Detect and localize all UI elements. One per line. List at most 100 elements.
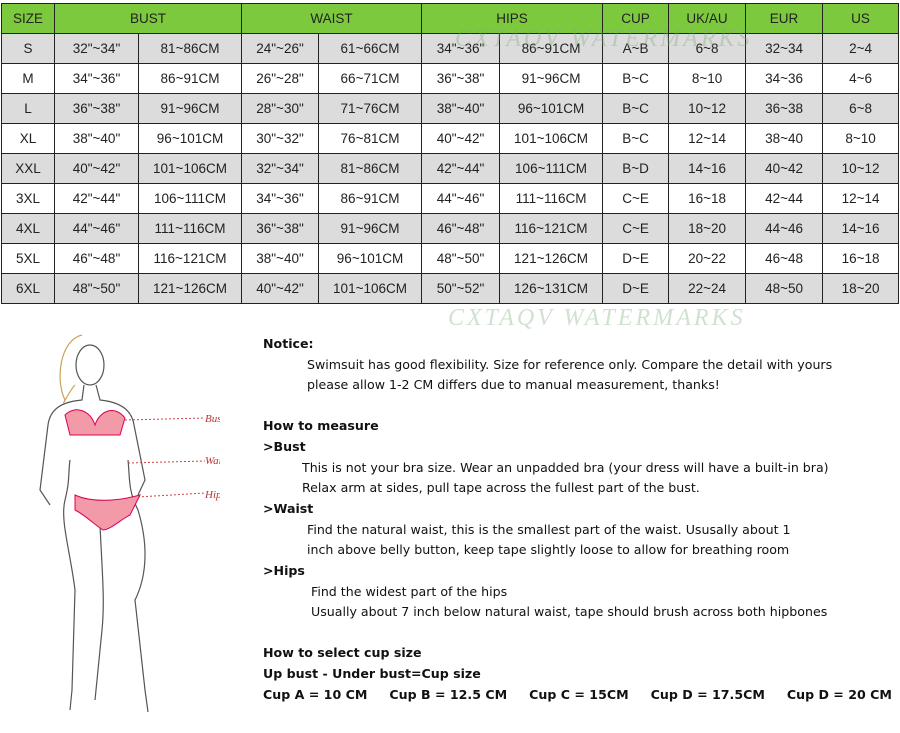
table-cell: 91~96CM bbox=[318, 213, 423, 244]
table-cell: 10~12 bbox=[822, 153, 900, 184]
table-cell: 44"~46" bbox=[421, 183, 501, 214]
table-cell: 38~40 bbox=[745, 123, 824, 154]
table-cell: 12~14 bbox=[668, 123, 747, 154]
table-cell: 44~46 bbox=[745, 213, 824, 244]
size-cell: 4XL bbox=[1, 213, 55, 244]
cup-item: Cup D = 20 CM bbox=[786, 686, 892, 702]
table-cell: 91~96CM bbox=[499, 63, 604, 94]
table-cell: 38"~40" bbox=[421, 93, 501, 124]
table-cell: 71~76CM bbox=[318, 93, 423, 124]
header-bust: BUST bbox=[53, 3, 243, 34]
table-cell: 26"~28" bbox=[241, 63, 320, 94]
hip-label: Hip bbox=[204, 489, 220, 501]
table-cell: 66~71CM bbox=[318, 63, 423, 94]
table-cell: 46"~48" bbox=[54, 243, 139, 274]
measurement-notes: Notice: Swimsuit has good flexibility. S… bbox=[263, 334, 892, 705]
table-cell: 101~106CM bbox=[137, 153, 243, 184]
table-cell: 116~121CM bbox=[499, 213, 604, 244]
table-cell: 18~20 bbox=[668, 213, 747, 244]
table-cell: 14~16 bbox=[668, 153, 747, 184]
table-cell: 14~16 bbox=[822, 213, 900, 244]
table-cell: 42~44 bbox=[745, 183, 824, 214]
cup-item: Cup C = 15CM bbox=[529, 686, 629, 702]
table-cell: 81~86CM bbox=[318, 153, 423, 184]
table-cell: 36~38 bbox=[745, 93, 824, 124]
bust-label: Bust bbox=[205, 413, 220, 425]
table-cell: D~E bbox=[602, 243, 670, 274]
table-cell: 22~24 bbox=[668, 273, 747, 304]
table-cell: 32"~34" bbox=[54, 33, 139, 64]
header-cup: CUP bbox=[602, 3, 670, 34]
table-cell: 6~8 bbox=[668, 33, 747, 64]
table-cell: B~D bbox=[602, 153, 670, 184]
table-cell: 30"~32" bbox=[241, 123, 320, 154]
table-cell: 96~101CM bbox=[318, 243, 423, 274]
table-cell: 48"~50" bbox=[421, 243, 501, 274]
table-cell: 34"~36" bbox=[421, 33, 501, 64]
hips-line: Usually about 7 inch below natural waist… bbox=[311, 604, 828, 620]
table-cell: 4~6 bbox=[822, 63, 900, 94]
table-cell: 28"~30" bbox=[241, 93, 320, 124]
table-cell: 32"~34" bbox=[241, 153, 320, 184]
table-cell: 34~36 bbox=[745, 63, 824, 94]
table-cell: 96~101CM bbox=[137, 123, 243, 154]
table-cell: 40~42 bbox=[745, 153, 824, 184]
header-uk-au: UK/AU bbox=[668, 3, 747, 34]
waist-line: Find the natural waist, this is the smal… bbox=[307, 521, 791, 537]
table-cell: 36"~38" bbox=[54, 93, 139, 124]
bust-line: This is not your bra size. Wear an unpad… bbox=[302, 459, 829, 475]
table-cell: 86~91CM bbox=[499, 33, 604, 64]
header-hips: HIPS bbox=[421, 3, 604, 34]
table-cell: B~C bbox=[602, 63, 670, 94]
cup-formula: Up bust - Under bust=Cup size bbox=[263, 665, 481, 681]
table-cell: 8~10 bbox=[668, 63, 747, 94]
table-cell: 42"~44" bbox=[54, 183, 139, 214]
table-cell: 34"~36" bbox=[54, 63, 139, 94]
table-cell: 8~10 bbox=[822, 123, 900, 154]
table-cell: B~C bbox=[602, 123, 670, 154]
table-row: 6XL 48"~50" 121~126CM 40"~42" 101~106CM 50"~5… bbox=[1, 273, 900, 304]
table-cell: 111~116CM bbox=[137, 213, 243, 244]
size-cell: XXL bbox=[1, 153, 55, 184]
size-cell: S bbox=[1, 33, 55, 64]
table-row: XXL 40"~42" 101~106CM 32"~34" 81~86CM 42"~44"… bbox=[1, 153, 900, 184]
table-cell: 76~81CM bbox=[318, 123, 423, 154]
header-size: SIZE bbox=[1, 3, 55, 34]
how-to-measure-title: How to measure bbox=[263, 418, 379, 434]
table-cell: 6~8 bbox=[822, 93, 900, 124]
table-row: S 32"~34" 81~86CM 24"~26" 61~66CM 34"~36" 86~9… bbox=[1, 33, 900, 64]
table-cell: 36"~38" bbox=[241, 213, 320, 244]
waist-title: >Waist bbox=[263, 500, 314, 516]
table-cell: 10~12 bbox=[668, 93, 747, 124]
cup-item: Cup B = 12.5 CM bbox=[389, 686, 508, 702]
bust-title: >Bust bbox=[263, 438, 306, 454]
bust-line: Relax arm at sides, pull tape across the… bbox=[302, 480, 700, 496]
size-cell: XL bbox=[1, 123, 55, 154]
table-cell: 42"~44" bbox=[421, 153, 501, 184]
table-row: 4XL 44"~46" 111~116CM 36"~38" 91~96CM 46"~48"… bbox=[1, 213, 900, 244]
table-row: 5XL 46"~48" 116~121CM 38"~40" 96~101CM 48"~50… bbox=[1, 243, 900, 274]
table-cell: 61~66CM bbox=[318, 33, 423, 64]
table-cell: 106~111CM bbox=[499, 153, 604, 184]
cup-list: Cup A = 10 CM Cup B = 12.5 CM Cup C = 15… bbox=[263, 685, 892, 706]
table-cell: 86~91CM bbox=[137, 63, 243, 94]
table-cell: 12~14 bbox=[822, 183, 900, 214]
header-waist: WAIST bbox=[241, 3, 423, 34]
cup-size-title: How to select cup size bbox=[263, 645, 422, 661]
table-cell: 101~106CM bbox=[318, 273, 423, 304]
size-cell: 6XL bbox=[1, 273, 55, 304]
table-row: L 36"~38" 91~96CM 28"~30" 71~76CM 38"~40" 96~1… bbox=[1, 93, 900, 124]
table-cell: 32~34 bbox=[745, 33, 824, 64]
table-cell: 38"~40" bbox=[241, 243, 320, 274]
table-cell: 36"~38" bbox=[421, 63, 501, 94]
cup-item: Cup D = 17.5CM bbox=[650, 686, 765, 702]
notice-title: Notice: bbox=[263, 336, 314, 351]
watermark: CXTAQV WATERMARKS bbox=[448, 305, 746, 331]
waist-label: Waist bbox=[205, 455, 220, 467]
size-cell: 5XL bbox=[1, 243, 55, 274]
table-cell: B~C bbox=[602, 93, 670, 124]
table-cell: D~E bbox=[602, 273, 670, 304]
table-cell: 46~48 bbox=[745, 243, 824, 274]
waist-line: inch above belly button, keep tape sligh… bbox=[307, 542, 790, 558]
